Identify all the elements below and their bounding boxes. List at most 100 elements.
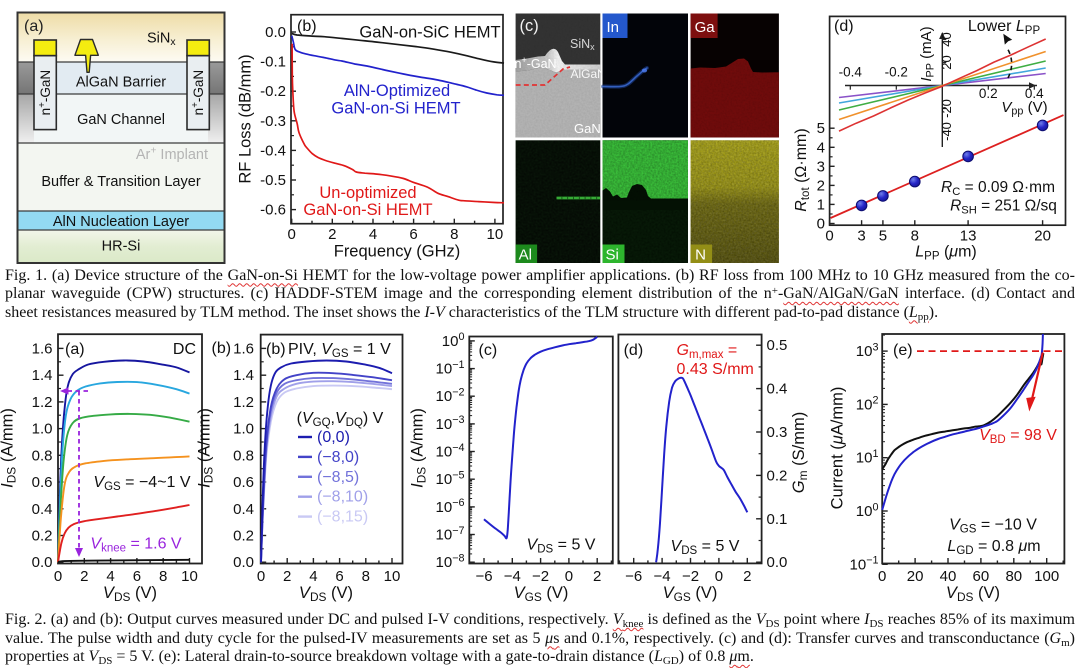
svg-text:(c): (c)	[520, 17, 539, 35]
svg-text:0.0: 0.0	[767, 554, 788, 571]
svg-text:20: 20	[939, 55, 954, 69]
svg-text:0: 0	[817, 216, 825, 233]
svg-text:−6: −6	[475, 568, 492, 585]
svg-text:4: 4	[369, 226, 377, 243]
svg-text:3: 3	[857, 228, 865, 245]
svg-text:0.0: 0.0	[233, 554, 254, 571]
svg-text:5: 5	[879, 228, 887, 245]
svg-text:10−1: 10−1	[850, 555, 879, 574]
svg-text:(VGQ,VDQ) V: (VGQ,VDQ) V	[297, 410, 384, 429]
svg-text:Ga: Ga	[695, 19, 716, 36]
svg-text:IDS (A/mm): IDS (A/mm)	[409, 408, 429, 488]
svg-text:1: 1	[817, 196, 825, 213]
svg-text:0.43 S/mm: 0.43 S/mm	[677, 361, 754, 378]
svg-text:0: 0	[54, 568, 62, 585]
svg-text:(a): (a)	[24, 18, 44, 35]
svg-text:2: 2	[328, 226, 336, 243]
svg-text:−2: −2	[682, 568, 699, 585]
svg-text:-40: -40	[939, 122, 954, 141]
svg-text:-0.2: -0.2	[260, 83, 286, 100]
svg-text:0: 0	[565, 568, 573, 585]
svg-text:Gm (S/mm): Gm (S/mm)	[790, 412, 810, 493]
svg-text:In: In	[607, 19, 620, 36]
svg-text:40: 40	[939, 32, 954, 46]
svg-text:IDS (A/mm): IDS (A/mm)	[0, 408, 19, 488]
svg-text:0: 0	[825, 228, 833, 245]
svg-text:(e): (e)	[893, 342, 913, 359]
svg-text:IPP (mA): IPP (mA)	[918, 26, 937, 81]
svg-text:AlGaN Barrier: AlGaN Barrier	[76, 75, 166, 91]
svg-text:101: 101	[856, 448, 879, 467]
svg-text:0: 0	[878, 568, 886, 585]
svg-text:AlN Nucleation Layer: AlN Nucleation Layer	[53, 214, 189, 230]
svg-text:100: 100	[442, 331, 465, 350]
svg-text:(b): (b)	[297, 18, 317, 35]
svg-text:VDS (V): VDS (V)	[299, 584, 353, 604]
svg-text:103: 103	[856, 341, 879, 360]
svg-text:20: 20	[1034, 228, 1051, 245]
svg-text:−6: −6	[625, 568, 642, 585]
svg-text:Lower LPP: Lower LPP	[968, 18, 1041, 37]
svg-text:VGS (V): VGS (V)	[663, 584, 718, 604]
svg-text:LPP (μm): LPP (μm)	[915, 244, 976, 263]
svg-text:IDS (A/mm): IDS (A/mm)	[196, 408, 216, 488]
svg-text:2: 2	[283, 568, 291, 585]
svg-text:VDS = 5 V: VDS = 5 V	[527, 537, 596, 556]
svg-text:8: 8	[911, 228, 919, 245]
svg-text:0.4: 0.4	[1025, 86, 1044, 101]
svg-text:10: 10	[384, 568, 401, 585]
svg-text:4: 4	[817, 139, 825, 156]
svg-text:−4: −4	[504, 568, 521, 585]
svg-text:0.2: 0.2	[979, 86, 998, 101]
svg-text:VDS (V): VDS (V)	[103, 584, 157, 604]
svg-text:1.0: 1.0	[233, 421, 254, 438]
svg-text:HR-Si: HR-Si	[102, 239, 141, 255]
svg-text:RSH = 251 Ω/sq: RSH = 251 Ω/sq	[950, 198, 1057, 217]
svg-text:10: 10	[487, 226, 504, 243]
svg-text:GaN-on-SiC HEMT: GaN-on-SiC HEMT	[359, 24, 500, 42]
svg-text:8: 8	[450, 226, 458, 243]
svg-text:PIV, VGS = 1 V: PIV, VGS = 1 V	[288, 341, 391, 360]
svg-text:0: 0	[288, 226, 296, 243]
svg-text:0.6: 0.6	[233, 474, 254, 491]
svg-text:10−1: 10−1	[436, 359, 465, 378]
svg-text:1.4: 1.4	[233, 367, 254, 384]
svg-text:4: 4	[106, 568, 114, 585]
svg-text:102: 102	[856, 395, 879, 414]
svg-text:10−6: 10−6	[436, 497, 465, 516]
svg-text:LGD = 0.8 μm: LGD = 0.8 μm	[947, 538, 1040, 557]
svg-text:Vpp (V): Vpp (V)	[1001, 99, 1047, 118]
svg-text:0.0: 0.0	[32, 554, 53, 571]
svg-text:VGS = −4~1 V: VGS = −4~1 V	[93, 474, 190, 493]
svg-text:Vknee = 1.6 V: Vknee = 1.6 V	[90, 536, 182, 555]
svg-text:100: 100	[856, 501, 879, 520]
svg-text:-0.1: -0.1	[260, 54, 286, 71]
svg-text:VGS = −10 V: VGS = −10 V	[949, 517, 1037, 536]
svg-text:0.4: 0.4	[32, 501, 53, 518]
svg-text:1.4: 1.4	[32, 367, 53, 384]
svg-text:(−8,10): (−8,10)	[317, 489, 368, 506]
svg-text:3: 3	[817, 158, 825, 175]
svg-text:60: 60	[973, 568, 990, 585]
svg-text:0.5: 0.5	[767, 337, 788, 354]
svg-text:0.4: 0.4	[767, 381, 788, 398]
svg-text:(c): (c)	[479, 342, 498, 359]
svg-text:20: 20	[907, 568, 924, 585]
svg-text:VDS = 5 V: VDS = 5 V	[671, 538, 740, 557]
svg-text:2: 2	[80, 568, 88, 585]
svg-text:0.1: 0.1	[767, 511, 788, 528]
svg-text:0: 0	[257, 568, 265, 585]
svg-text:100: 100	[1034, 568, 1059, 585]
svg-text:10−2: 10−2	[436, 387, 465, 406]
svg-text:(0,0): (0,0)	[317, 429, 350, 446]
svg-text:1.0: 1.0	[32, 421, 53, 438]
svg-text:0: 0	[715, 568, 723, 585]
svg-text:SiNx: SiNx	[147, 31, 176, 49]
svg-text:−2: −2	[532, 568, 549, 585]
svg-text:(d): (d)	[834, 18, 854, 35]
svg-text:-0.2: -0.2	[885, 65, 908, 80]
svg-text:1.6: 1.6	[32, 340, 53, 357]
svg-text:2: 2	[743, 568, 751, 585]
svg-text:10−5: 10−5	[436, 470, 465, 489]
svg-text:1.2: 1.2	[233, 394, 254, 411]
